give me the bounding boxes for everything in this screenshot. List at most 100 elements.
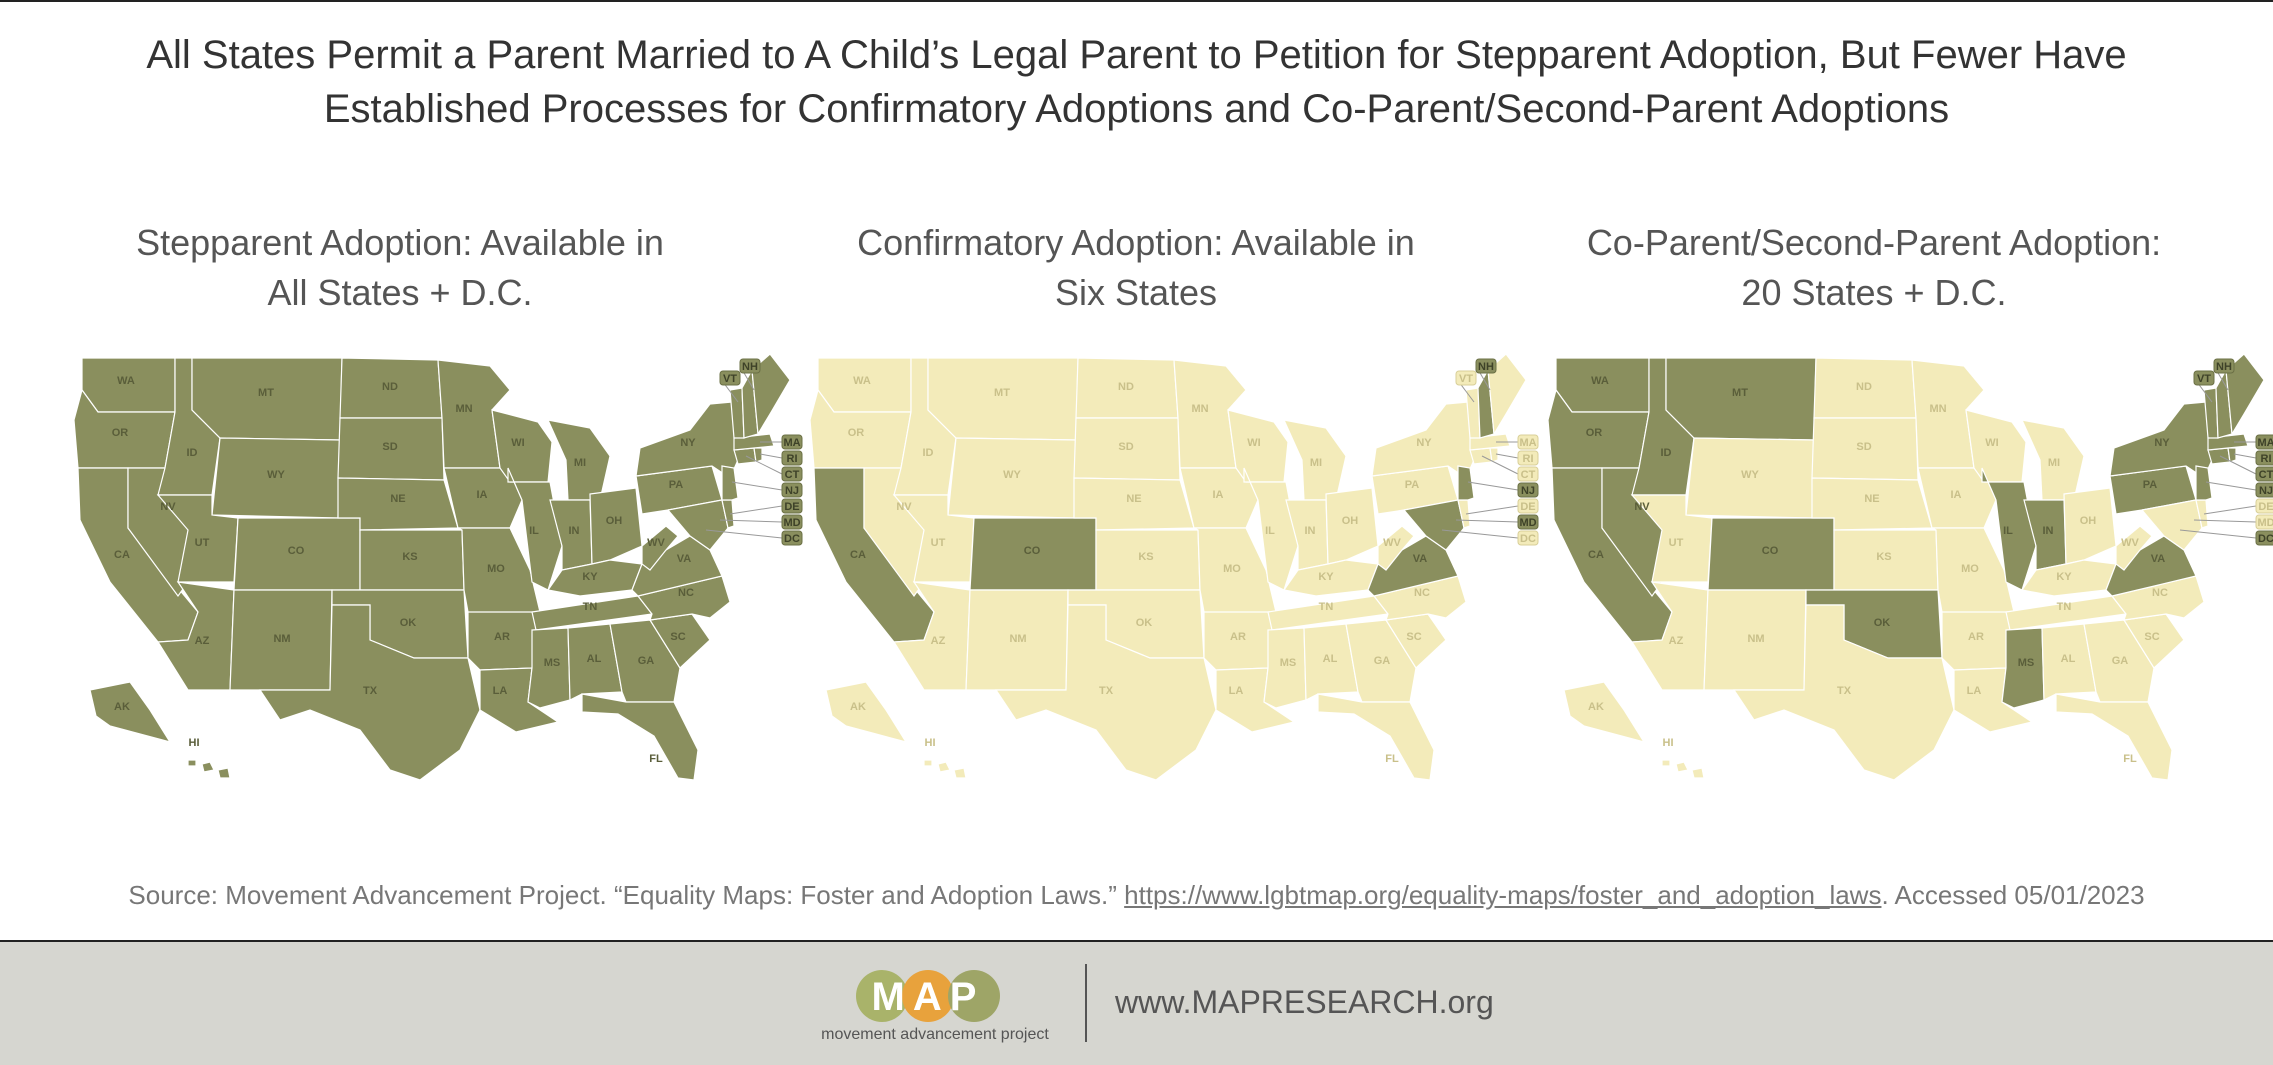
source-link[interactable]: https://www.lgbtmap.org/equality-maps/fo… bbox=[1124, 880, 1882, 910]
state-label-nm: NM bbox=[273, 633, 290, 645]
state-label-nc: NC bbox=[1414, 587, 1430, 599]
state-label-sc: SC bbox=[1406, 631, 1421, 643]
callout-line-md bbox=[2193, 519, 2257, 523]
state-nj bbox=[2195, 465, 2213, 501]
callout-label-ma: MA bbox=[783, 437, 800, 449]
state-al bbox=[567, 623, 623, 701]
callout-line-ct bbox=[1481, 455, 1519, 475]
state-ky bbox=[2020, 559, 2117, 597]
callout-label-md: MD bbox=[2257, 517, 2273, 529]
state-label-sd: SD bbox=[382, 441, 397, 453]
state-label-ks: KS bbox=[402, 551, 417, 563]
map-title-line: 20 States + D.C. bbox=[1741, 272, 2007, 313]
state-label-az: AZ bbox=[1669, 635, 1684, 647]
state-label-wy: WY bbox=[1741, 469, 1759, 481]
state-label-mn: MN bbox=[1929, 403, 1946, 415]
state-ky bbox=[546, 559, 643, 597]
state-label-sd: SD bbox=[1118, 441, 1133, 453]
callout-label-vt: VT bbox=[2197, 373, 2211, 385]
state-label-in: IN bbox=[2043, 525, 2054, 537]
callout-line-de bbox=[1465, 505, 1519, 515]
state-label-nv: NV bbox=[1634, 501, 1650, 513]
state-ak bbox=[1563, 681, 1646, 743]
us-map-confirmatory: WA OR CA NV ID MT WY UT CO AZ NM ND SD NE KS OK TX MN IA MO… bbox=[809, 353, 1539, 781]
state-label-va: VA bbox=[2151, 553, 2166, 565]
state-ri bbox=[753, 447, 763, 463]
state-label-in: IN bbox=[569, 525, 580, 537]
state-hi bbox=[923, 759, 967, 779]
state-mt bbox=[191, 357, 343, 441]
state-label-pa: PA bbox=[1405, 479, 1420, 491]
state-label-nc: NC bbox=[678, 587, 694, 599]
state-label-ok: OK bbox=[1136, 617, 1153, 629]
state-label-ut: UT bbox=[1669, 537, 1684, 549]
state-fl bbox=[1317, 693, 1435, 781]
callout-label-ri: RI bbox=[1523, 453, 1534, 465]
state-label-mo: MO bbox=[1223, 563, 1241, 575]
state-label-ga: GA bbox=[2112, 655, 2129, 667]
state-label-nm: NM bbox=[1747, 633, 1764, 645]
state-md bbox=[2140, 499, 2203, 551]
state-label-nv: NV bbox=[160, 501, 176, 513]
state-label-or: OR bbox=[1586, 427, 1603, 439]
state-label-ne: NE bbox=[1864, 493, 1879, 505]
state-label-ms: MS bbox=[544, 657, 561, 669]
state-label-ca: CA bbox=[114, 549, 130, 561]
state-label-or: OR bbox=[848, 427, 865, 439]
state-me bbox=[751, 353, 791, 436]
state-label-ks: KS bbox=[1876, 551, 1891, 563]
state-label-fl: FL bbox=[1385, 753, 1399, 765]
state-ak bbox=[825, 681, 908, 743]
state-label-ga: GA bbox=[638, 655, 655, 667]
state-label-ut: UT bbox=[931, 537, 946, 549]
state-al bbox=[2041, 623, 2097, 701]
state-ia bbox=[443, 467, 523, 529]
state-label-ky: KY bbox=[2056, 571, 2072, 583]
state-nc bbox=[2110, 575, 2205, 621]
source-prefix: Source: Movement Advancement Project. “E… bbox=[128, 880, 1125, 910]
state-label-ak: AK bbox=[114, 701, 130, 713]
state-nc bbox=[1372, 575, 1467, 621]
map-title-coparent: Co-Parent/Second-Parent Adoption: 20 Sta… bbox=[1564, 218, 2184, 318]
state-label-wy: WY bbox=[267, 469, 285, 481]
callout-box-vt bbox=[719, 370, 741, 386]
callout-box-md bbox=[2255, 514, 2273, 530]
callout-label-ct: CT bbox=[2259, 469, 2273, 481]
state-label-oh: OH bbox=[2080, 515, 2097, 527]
map-title-line: Confirmatory Adoption: Available in bbox=[857, 222, 1415, 263]
state-ak bbox=[89, 681, 172, 743]
state-label-wi: WI bbox=[1985, 437, 1998, 449]
callout-box-de bbox=[2255, 498, 2273, 514]
state-label-ks: KS bbox=[1138, 551, 1153, 563]
state-label-nc: NC bbox=[2152, 587, 2168, 599]
state-il bbox=[507, 467, 563, 591]
state-label-tn: TN bbox=[583, 601, 598, 613]
state-label-mn: MN bbox=[455, 403, 472, 415]
state-label-va: VA bbox=[677, 553, 692, 565]
map-title-line: Co-Parent/Second-Parent Adoption: bbox=[1586, 222, 2162, 263]
state-label-mt: MT bbox=[994, 387, 1010, 399]
map-logo[interactable]: MAP movement advancement project bbox=[810, 966, 1060, 1046]
state-fl bbox=[581, 693, 699, 781]
callout-label-de: DE bbox=[1520, 501, 1535, 513]
us-map-stepparent: WA OR CA NV ID MT WY UT CO AZ NM ND SD NE KS OK TX MN IA MO… bbox=[73, 353, 803, 781]
state-label-mi: MI bbox=[574, 457, 586, 469]
map-title-line: Six States bbox=[1054, 272, 1218, 313]
state-label-wv: WV bbox=[2121, 537, 2139, 549]
state-label-mi: MI bbox=[1310, 457, 1322, 469]
state-il bbox=[1981, 467, 2037, 591]
state-ct bbox=[1469, 447, 1493, 465]
callout-line-ct bbox=[2219, 455, 2257, 475]
callout-label-vt: VT bbox=[723, 373, 737, 385]
state-label-wi: WI bbox=[511, 437, 524, 449]
callout-label-dc: DC bbox=[784, 533, 800, 545]
state-label-al: AL bbox=[587, 653, 602, 665]
callout-box-de bbox=[781, 498, 803, 514]
state-label-la: LA bbox=[1967, 685, 1982, 697]
state-label-va: VA bbox=[1413, 553, 1428, 565]
website-link[interactable]: www.MAPRESEARCH.org bbox=[1115, 984, 1494, 1020]
state-label-ny: NY bbox=[2154, 437, 2170, 449]
state-ri bbox=[1489, 447, 1499, 463]
state-ri bbox=[2227, 447, 2237, 463]
state-label-fl: FL bbox=[2123, 753, 2137, 765]
